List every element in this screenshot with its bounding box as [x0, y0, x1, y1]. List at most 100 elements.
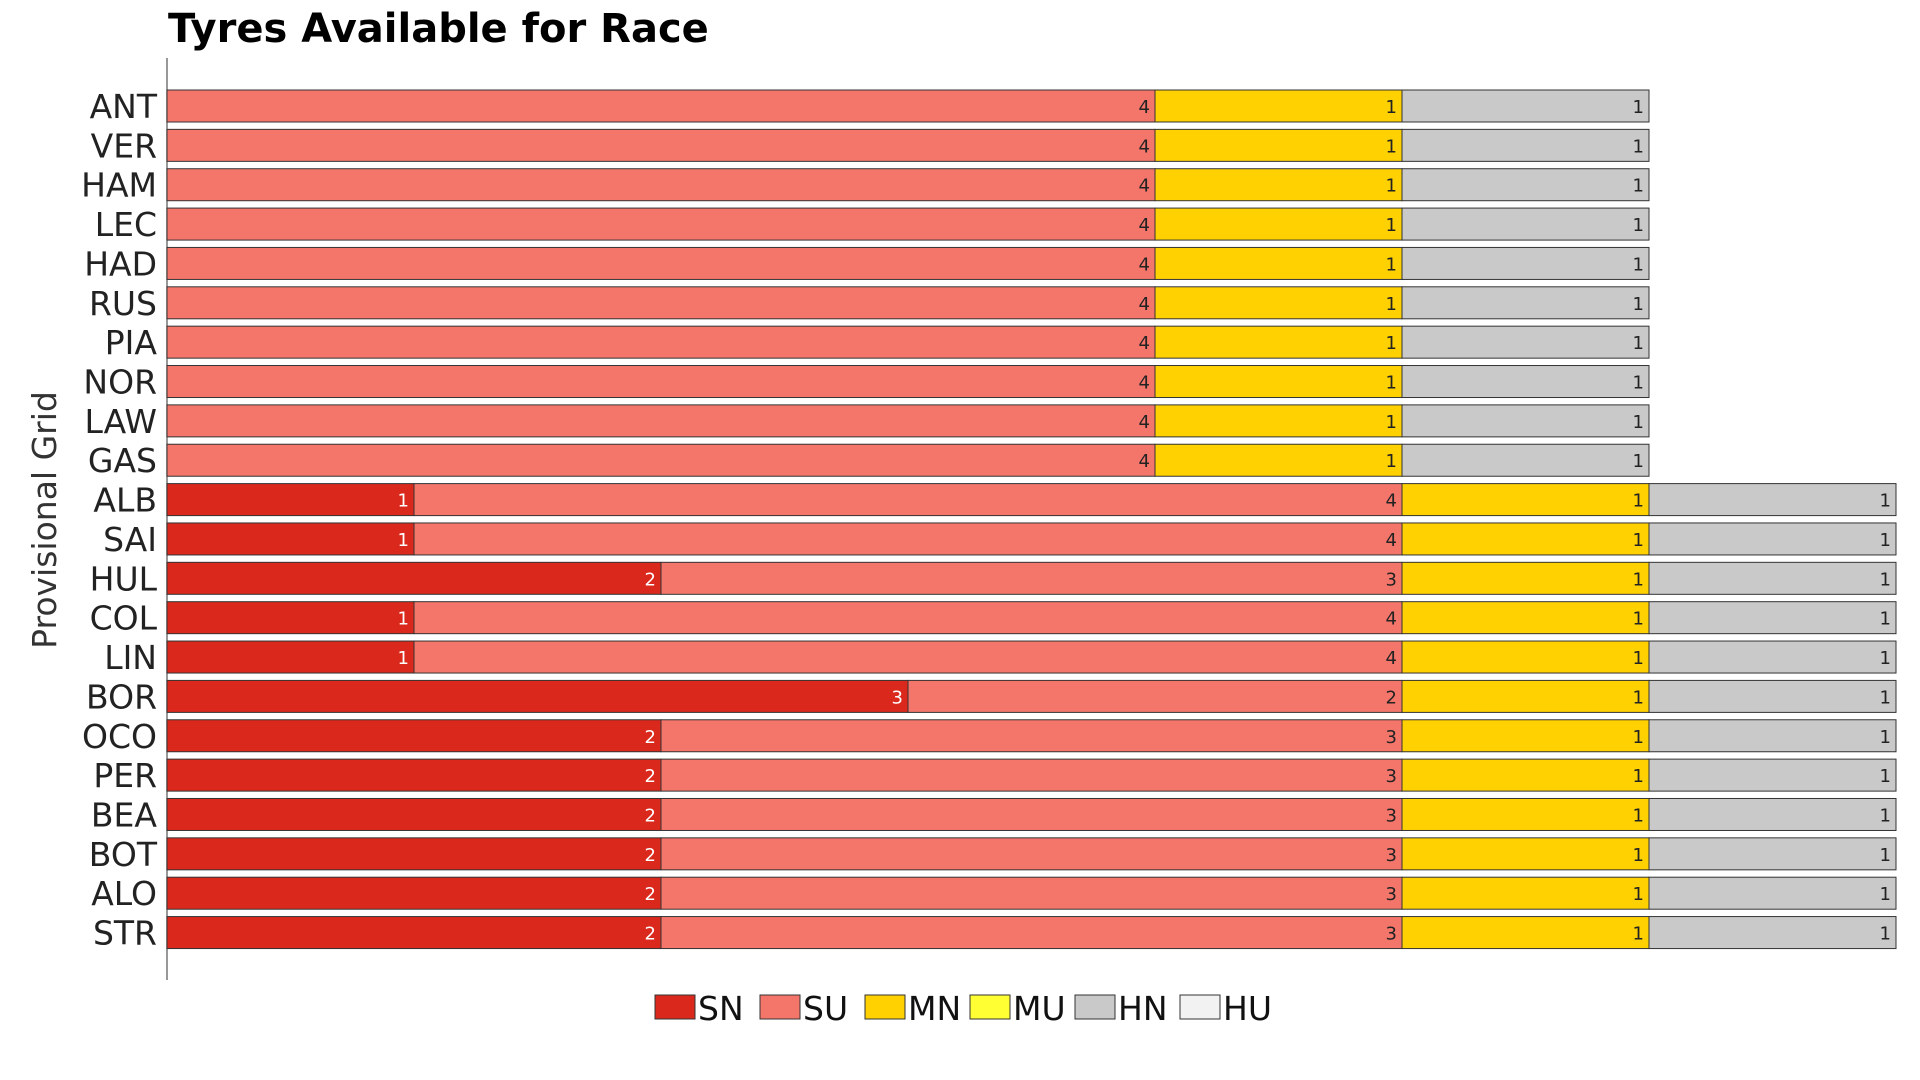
data-label: 1	[1633, 451, 1644, 472]
y-tick-label: STR	[93, 914, 157, 953]
bar-hn-bot	[1648, 837, 1897, 871]
legend-swatch-hn	[1074, 994, 1116, 1020]
data-label: 4	[1386, 491, 1397, 512]
bar-hn-ver	[1401, 128, 1650, 162]
data-label: 1	[1386, 412, 1397, 433]
data-label: 1	[1880, 727, 1891, 748]
data-label: 1	[1633, 136, 1644, 157]
bar-sn-col	[166, 601, 415, 635]
data-label: 4	[1139, 412, 1150, 433]
bar-hn-per	[1648, 758, 1897, 792]
y-tick-label: ALO	[91, 874, 157, 913]
data-label: 2	[645, 805, 656, 826]
bar-su-bot	[660, 837, 1403, 871]
bar-hn-oco	[1648, 719, 1897, 753]
bar-su-sai	[413, 522, 1403, 556]
bar-hn-hul	[1648, 561, 1897, 595]
data-label: 2	[645, 569, 656, 590]
data-label: 1	[1633, 687, 1644, 708]
legend-label-mu: MU	[1013, 989, 1066, 1028]
y-tick-label: LAW	[84, 402, 157, 441]
y-tick-label: NOR	[83, 363, 157, 402]
bar-hn-bea	[1648, 797, 1897, 831]
data-label: 1	[1880, 884, 1891, 905]
y-tick-label: OCO	[82, 717, 157, 756]
bar-mn-col	[1401, 601, 1650, 635]
y-tick-label: SAI	[103, 520, 157, 559]
data-label: 4	[1139, 97, 1150, 118]
legend-swatch-su	[759, 994, 801, 1020]
y-tick-label: HUL	[90, 559, 158, 598]
data-label: 1	[398, 648, 409, 669]
bar-sn-bot	[166, 837, 662, 871]
bar-mn-law	[1154, 404, 1403, 438]
y-tick-label: ALB	[93, 481, 157, 520]
bar-mn-str	[1401, 916, 1650, 950]
data-label: 2	[645, 924, 656, 945]
bar-sn-sai	[166, 522, 415, 556]
y-tick-label: PER	[93, 756, 157, 795]
data-label: 1	[1386, 373, 1397, 394]
bar-sn-lin	[166, 640, 415, 674]
data-label: 1	[1880, 687, 1891, 708]
data-label: 1	[1880, 569, 1891, 590]
bar-su-ver	[166, 128, 1156, 162]
data-label: 4	[1139, 254, 1150, 275]
data-label: 1	[1880, 491, 1891, 512]
y-tick-label: PIA	[105, 323, 158, 362]
y-tick-label: ANT	[90, 87, 158, 126]
bar-hn-col	[1648, 601, 1897, 635]
bar-su-ant	[166, 89, 1156, 123]
bar-mn-nor	[1154, 365, 1403, 399]
bar-hn-str	[1648, 916, 1897, 950]
data-label: 1	[1386, 294, 1397, 315]
data-label: 3	[1386, 766, 1397, 787]
bar-mn-alo	[1401, 876, 1650, 910]
bar-hn-sai	[1648, 522, 1897, 556]
legend-swatch-mn	[864, 994, 906, 1020]
chart-title: Tyres Available for Race	[168, 6, 709, 52]
bar-mn-lec	[1154, 207, 1403, 241]
bar-mn-lin	[1401, 640, 1650, 674]
bar-sn-bor	[166, 679, 909, 713]
bar-su-pia	[166, 325, 1156, 359]
bar-su-bor	[907, 679, 1403, 713]
data-label: 1	[1633, 727, 1644, 748]
legend-label-hu: HU	[1223, 989, 1272, 1028]
data-label: 1	[1633, 254, 1644, 275]
data-label: 2	[645, 884, 656, 905]
data-label: 1	[1633, 373, 1644, 394]
y-tick-label: BOT	[89, 835, 158, 874]
bar-hn-lec	[1401, 207, 1650, 241]
y-tick-label: LEC	[95, 205, 157, 244]
data-label: 4	[1386, 648, 1397, 669]
bar-hn-ham	[1401, 168, 1650, 202]
bar-su-nor	[166, 365, 1156, 399]
bar-mn-bea	[1401, 797, 1650, 831]
data-label: 1	[1633, 215, 1644, 236]
bar-sn-alb	[166, 483, 415, 517]
data-label: 2	[1386, 687, 1397, 708]
bar-su-hul	[660, 561, 1403, 595]
bar-hn-lin	[1648, 640, 1897, 674]
bar-hn-law	[1401, 404, 1650, 438]
bar-hn-gas	[1401, 443, 1650, 477]
data-label: 1	[1633, 609, 1644, 630]
bar-su-lec	[166, 207, 1156, 241]
data-label: 1	[1386, 176, 1397, 197]
data-label: 1	[1633, 766, 1644, 787]
legend-label-sn: SN	[698, 989, 744, 1028]
bar-mn-hul	[1401, 561, 1650, 595]
y-tick-label: GAS	[88, 441, 157, 480]
data-label: 3	[1386, 805, 1397, 826]
y-axis-label: Provisional Grid	[25, 391, 64, 649]
bar-su-bea	[660, 797, 1403, 831]
data-label: 3	[1386, 924, 1397, 945]
data-label: 1	[398, 609, 409, 630]
data-label: 1	[1633, 97, 1644, 118]
data-label: 1	[1633, 491, 1644, 512]
data-label: 4	[1139, 333, 1150, 354]
bar-sn-str	[166, 916, 662, 950]
data-label: 4	[1139, 136, 1150, 157]
